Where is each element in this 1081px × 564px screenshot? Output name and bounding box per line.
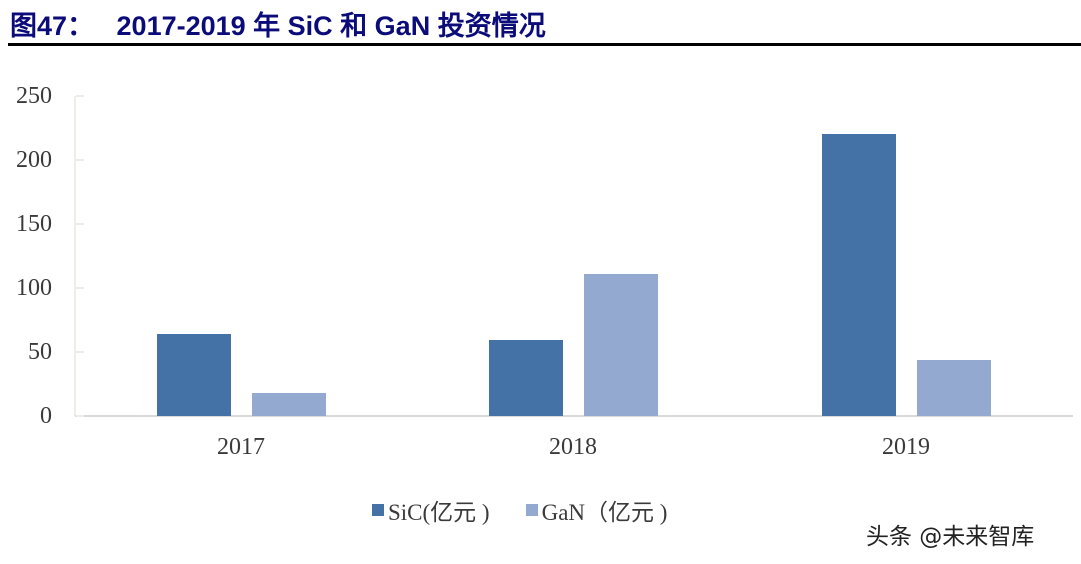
legend: SiC(亿元 ) GaN（亿元 )	[372, 493, 703, 527]
x-axis-baseline	[75, 415, 1073, 417]
legend-label-sic: SiC(亿元 )	[388, 500, 490, 525]
x-tick-label: 2018	[549, 434, 597, 460]
bar-gan-2017	[252, 392, 326, 416]
legend-swatch-sic	[372, 504, 384, 516]
legend-item-sic: SiC(亿元 )	[372, 493, 490, 527]
bar-sic-2017	[157, 334, 231, 416]
bar-gan-2019	[917, 359, 991, 416]
y-tick-label: 0	[40, 403, 52, 429]
x-tick-label: 2017	[217, 434, 265, 460]
legend-label-gan: GaN（亿元 )	[541, 500, 668, 525]
bar-sic-2019	[822, 134, 896, 416]
y-tick-label: 200	[16, 147, 52, 173]
y-tick-label: 250	[16, 83, 52, 109]
bar-gan-2018	[584, 273, 658, 416]
legend-item-gan: GaN（亿元 )	[525, 493, 668, 527]
title-divider	[8, 43, 1081, 46]
x-tick-label: 2019	[882, 434, 930, 460]
bar-sic-2018	[489, 340, 563, 416]
y-tick	[76, 287, 84, 289]
y-axis	[74, 96, 76, 416]
y-tick	[76, 223, 84, 225]
y-tick	[76, 415, 84, 417]
y-tick	[76, 159, 84, 161]
chart-title: 图47： 2017-2019 年 SiC 和 GaN 投资情况	[10, 11, 546, 41]
y-tick-label: 50	[28, 339, 52, 365]
y-tick	[76, 351, 84, 353]
legend-swatch-gan	[525, 504, 538, 516]
y-tick	[76, 95, 84, 97]
y-tick-label: 100	[16, 275, 52, 301]
watermark: 头条 @未来智库	[866, 524, 1035, 550]
y-tick-label: 150	[16, 211, 52, 237]
